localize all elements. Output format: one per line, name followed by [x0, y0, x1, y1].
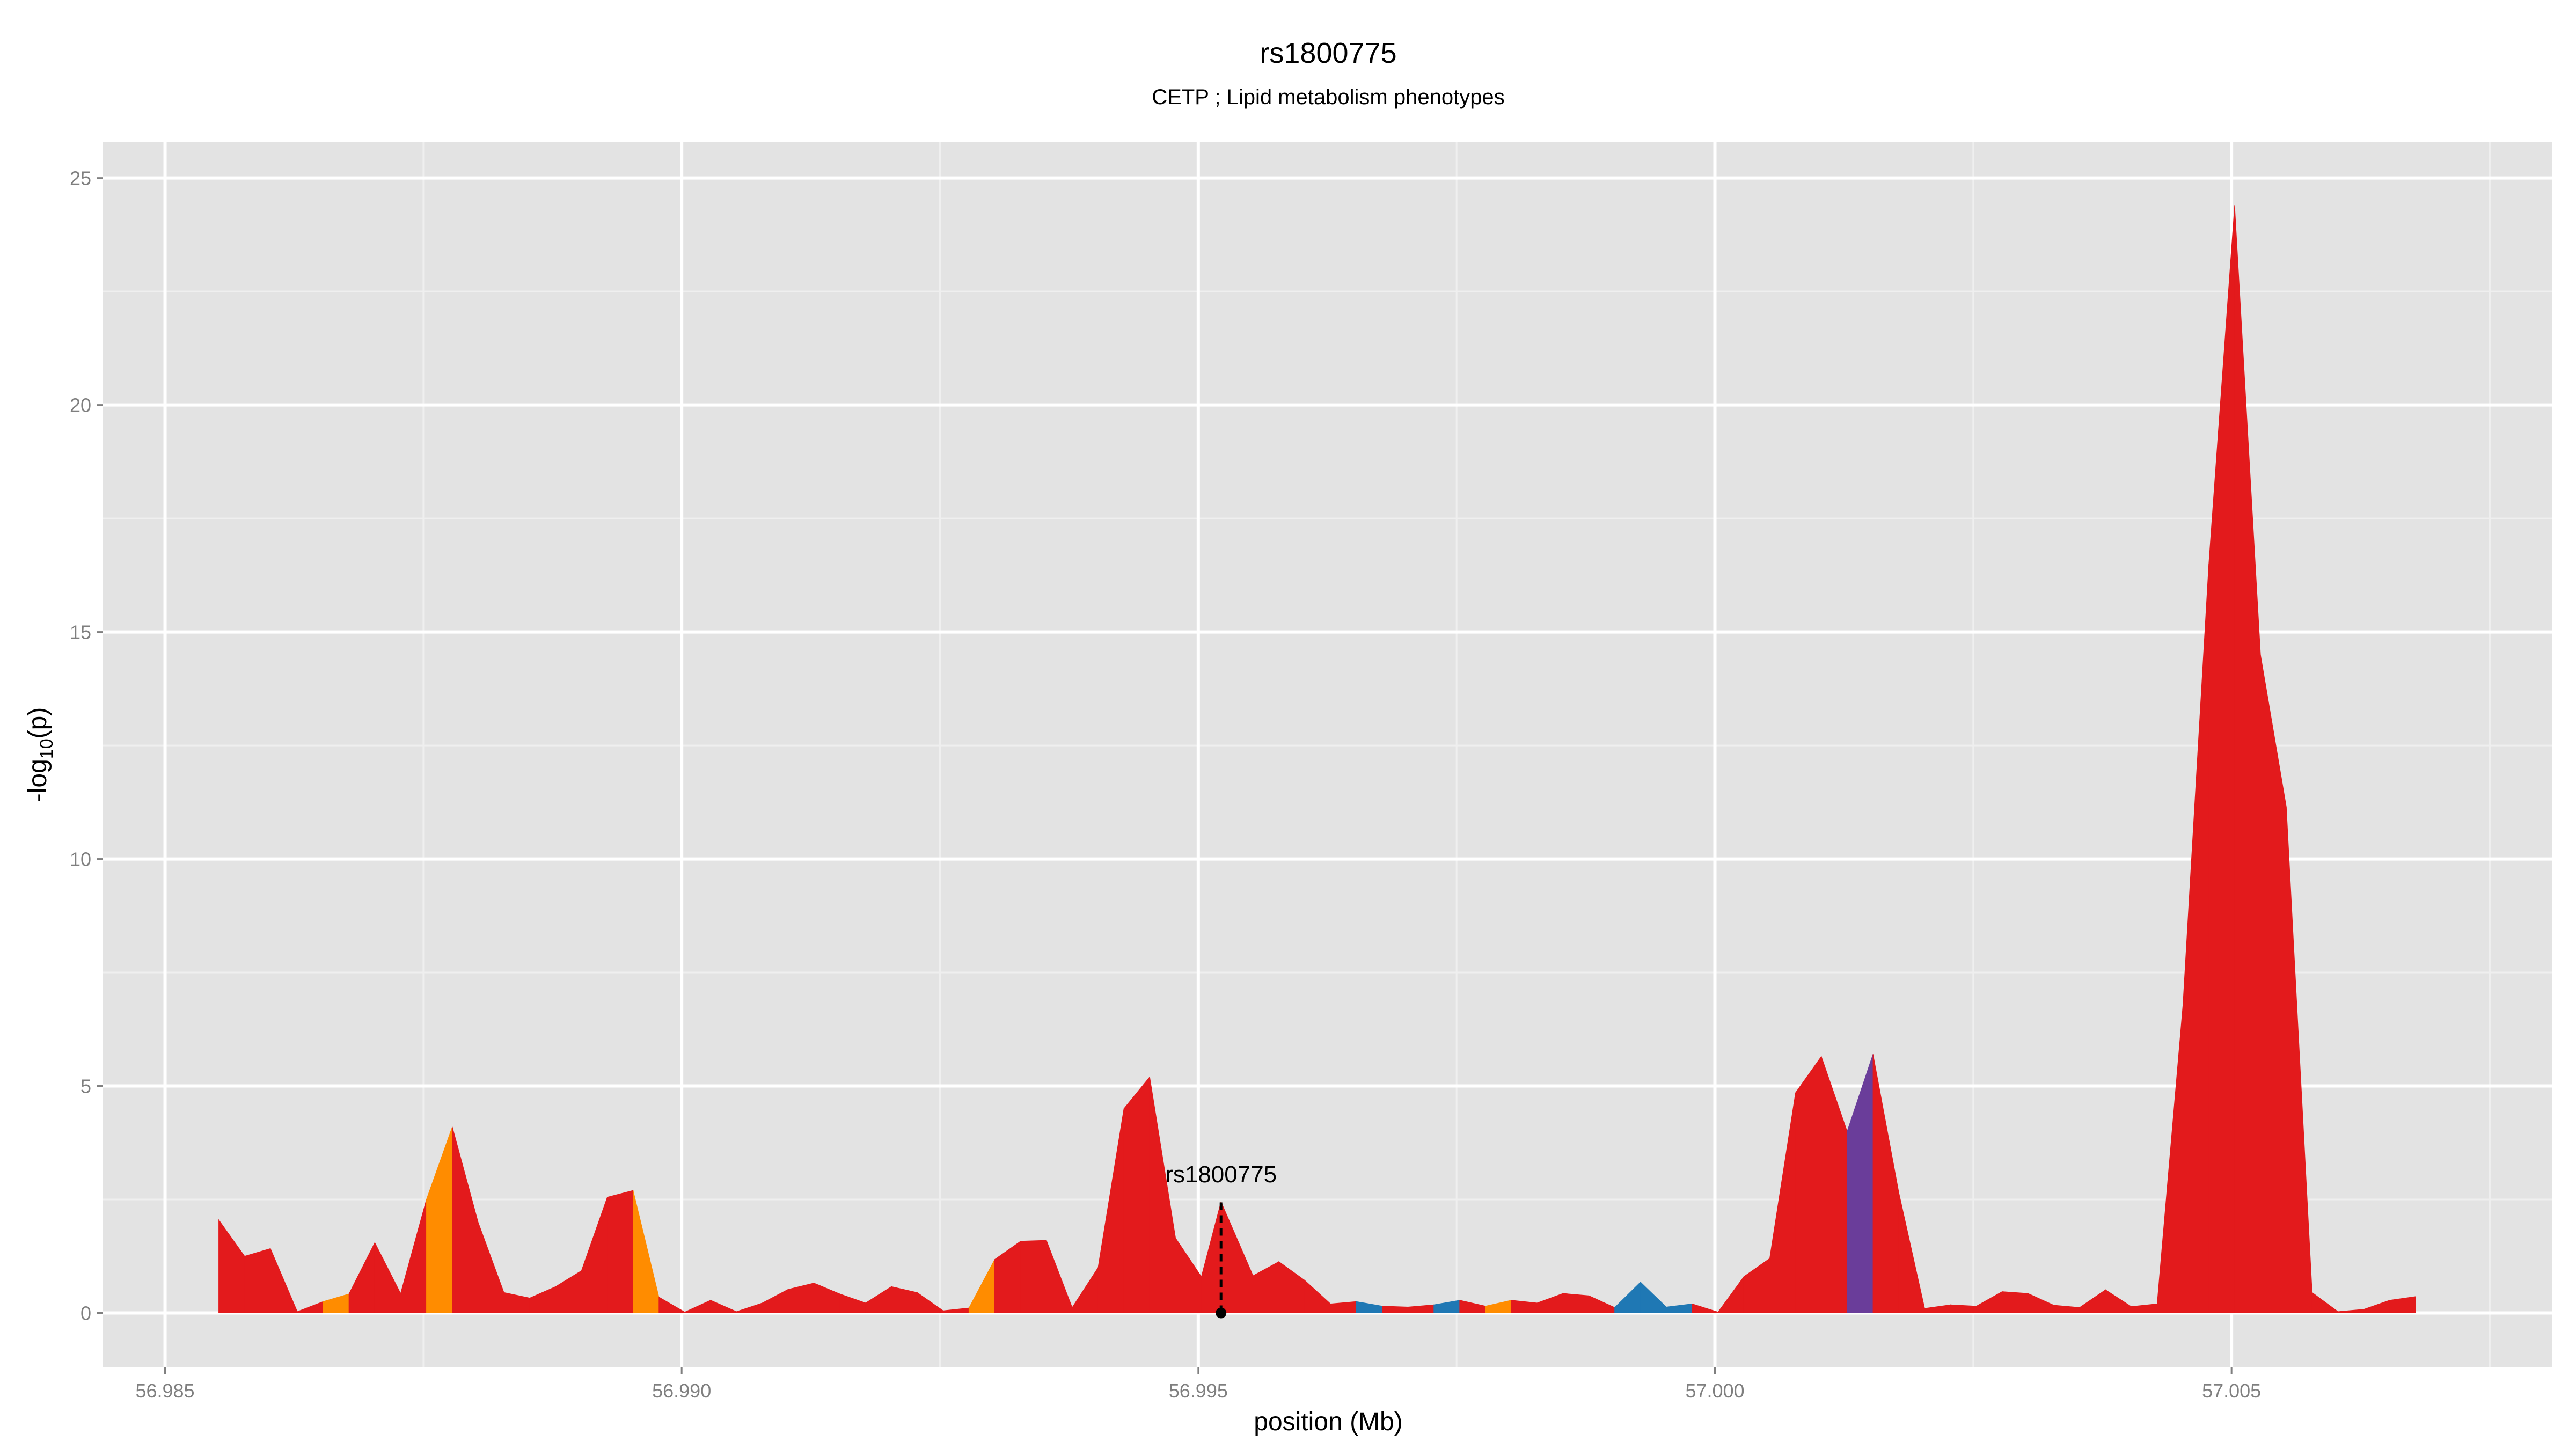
y-axis-title: -log10(p) — [24, 707, 57, 802]
area-segment-red — [2389, 1296, 2416, 1313]
area-segment-red — [1123, 1076, 1150, 1313]
x-tick-label: 56.985 — [135, 1380, 194, 1402]
y-axis: 0 5 10 15 20 25 — [70, 167, 103, 1324]
x-tick-label: 56.990 — [652, 1380, 711, 1402]
area-series — [218, 205, 2416, 1313]
y-tick-label: 0 — [80, 1302, 91, 1324]
area-segment-red — [607, 1190, 634, 1313]
area-segment-red — [1330, 1301, 1357, 1313]
y-tick-label: 15 — [70, 621, 91, 643]
x-tick-label: 57.005 — [2202, 1380, 2261, 1402]
y-tick-label: 10 — [70, 848, 91, 870]
chart-title: rs1800775 — [1260, 37, 1396, 69]
x-tick-label: 57.000 — [1685, 1380, 1744, 1402]
x-axis: 56.985 56.990 56.995 57.000 57.005 — [135, 1367, 2261, 1402]
area-segment-red — [2002, 1291, 2029, 1313]
x-axis-title: position (Mb) — [1254, 1408, 1402, 1436]
area-segment-red — [1563, 1293, 1590, 1313]
snp-annotation: rs1800775 — [1165, 1161, 1277, 1319]
area-segment-red — [1950, 1304, 1977, 1313]
snp-marker-dot — [1216, 1307, 1227, 1319]
y-tick-label: 20 — [70, 394, 91, 416]
area-segment-red — [1382, 1306, 1409, 1313]
grid-minor — [103, 142, 2552, 1367]
y-axis-title-main: -log — [24, 759, 52, 802]
y-axis-title-subscript: 10 — [36, 738, 57, 759]
y-tick-label: 25 — [70, 167, 91, 189]
snp-label: rs1800775 — [1165, 1161, 1277, 1188]
x-tick-label: 56.995 — [1169, 1380, 1228, 1402]
y-axis-title-tail: (p) — [24, 707, 52, 739]
plot-panel — [103, 142, 2552, 1367]
area-segment-red — [244, 1248, 271, 1313]
area-segment-red — [1795, 1055, 1822, 1313]
area-segment-red — [1020, 1240, 1047, 1313]
y-tick-label: 5 — [80, 1075, 91, 1097]
chart-subtitle: CETP ; Lipid metabolism phenotypes — [1152, 85, 1504, 109]
